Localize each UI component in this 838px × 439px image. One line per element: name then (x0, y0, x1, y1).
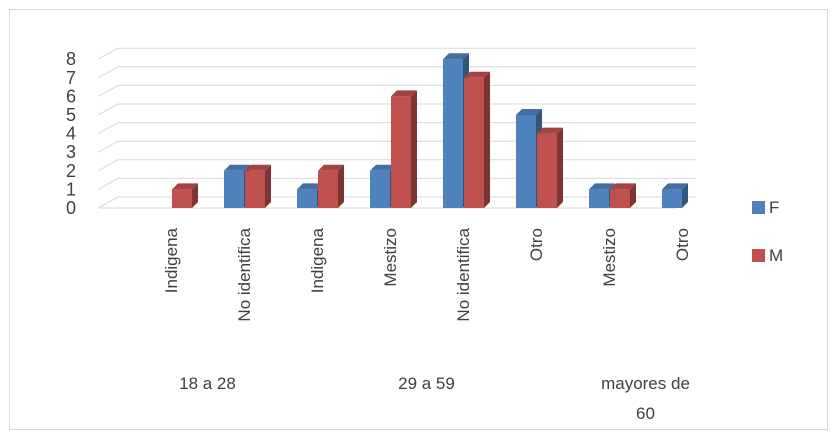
bar-front (245, 170, 265, 208)
gridline (97, 66, 696, 79)
y-tick-label: 4 (66, 124, 76, 144)
bar-side (338, 164, 344, 208)
y-tick-label: 2 (66, 161, 76, 181)
legend-label-F: F (769, 198, 779, 217)
bar-M-6 (610, 183, 636, 208)
bar-top (224, 164, 250, 171)
bar-top (516, 109, 542, 115)
bar-side (265, 164, 271, 208)
x-category-label: Indigena (308, 227, 327, 293)
legend-swatch-M (752, 249, 765, 262)
bar-front (224, 170, 244, 208)
x-category-label: Indigena (162, 227, 181, 293)
bar-top (443, 53, 469, 60)
bar-front (172, 189, 192, 208)
x-category-label: No identifica (235, 227, 254, 321)
bar-top (318, 164, 344, 171)
bar-side (484, 71, 490, 208)
gridline (97, 122, 696, 135)
x-group-label-line: mayores de (601, 374, 690, 393)
bar-front (516, 115, 536, 208)
bar-top (172, 183, 198, 190)
bar-side (411, 90, 417, 208)
bar-M-3 (391, 90, 417, 208)
gridline (97, 177, 696, 190)
bar-side (630, 183, 636, 208)
bar-top (610, 183, 636, 190)
bar-top (370, 164, 396, 171)
bar-top (662, 183, 688, 190)
bar-side (557, 127, 563, 208)
x-group-label: 29 a 59 (398, 374, 455, 393)
bar-front (537, 133, 557, 208)
x-category-label: Otro (527, 228, 546, 261)
bar-M-1 (245, 164, 271, 208)
bar-top (391, 90, 417, 97)
gridline (97, 84, 696, 97)
x-category-label: Mestizo (381, 228, 400, 287)
bar-front (370, 170, 390, 208)
bar-M-0 (172, 183, 198, 208)
y-tick-label: 3 (66, 142, 76, 162)
bar-top (537, 127, 563, 134)
bar-front (318, 170, 338, 208)
gridline (97, 47, 696, 60)
bar-front (391, 96, 411, 208)
gridline (97, 159, 696, 172)
legend-label-M: M (769, 246, 783, 265)
bar-front (443, 59, 463, 209)
bar-top (464, 71, 490, 78)
y-tick-label: 0 (66, 198, 76, 218)
bar-side (192, 183, 198, 208)
gridline (97, 196, 696, 209)
y-tick-label: 7 (66, 68, 76, 88)
bar-top (297, 183, 323, 190)
x-group-label: mayores de 60 (601, 374, 690, 423)
y-tick-label: 8 (66, 49, 76, 69)
y-tick-label: 6 (66, 86, 76, 106)
legend-swatch-F (752, 201, 765, 214)
gridline (97, 103, 696, 116)
chart-frame (9, 9, 828, 430)
x-group-label-line: 60 (636, 404, 655, 423)
bar-top (589, 183, 615, 190)
bar-side (682, 183, 688, 208)
bar-F-7 (662, 183, 688, 208)
bar-top (245, 164, 271, 171)
bar-M-2 (318, 164, 344, 208)
bar-front (662, 189, 682, 208)
x-category-label: No identifica (454, 227, 473, 321)
y-tick-label: 5 (66, 105, 76, 125)
bar-M-4 (464, 71, 490, 208)
bar-front (610, 189, 630, 208)
bar-front (589, 189, 609, 208)
x-group-label: 18 a 28 (179, 374, 236, 393)
x-axis: Indigena No identifica Indigena Mestizo No i… (162, 227, 692, 423)
y-tick-label: 1 (66, 179, 76, 199)
x-category-label: Otro (673, 228, 692, 261)
bar-front (464, 77, 484, 208)
bar-front (297, 189, 317, 208)
legend: FM (752, 198, 783, 265)
x-category-label: Mestizo (600, 228, 619, 287)
gridline (97, 140, 696, 153)
bar-M-5 (537, 127, 563, 208)
bars (172, 53, 688, 209)
